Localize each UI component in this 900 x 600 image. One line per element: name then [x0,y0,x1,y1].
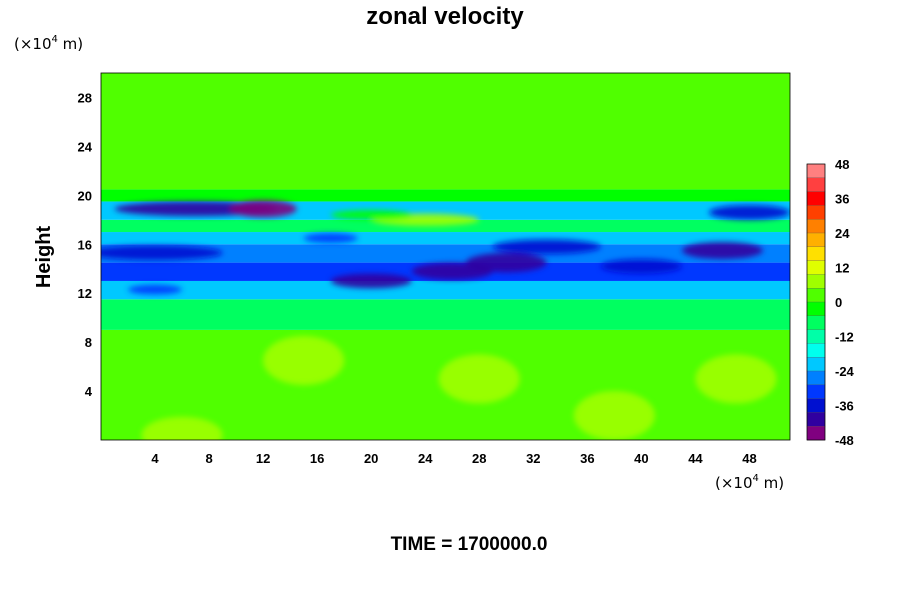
colorbar-swatch-14 [806,232,826,248]
y-tick-8: 8 [85,335,92,350]
field-feature-2 [708,205,790,220]
colorbar-tick-24: 24 [835,226,850,241]
field-feature-13 [263,336,345,385]
field-feature-3 [101,245,223,261]
field-feature-4 [330,273,412,289]
field-band-9 [101,73,790,190]
field-feature-18 [330,210,412,220]
field-band-1 [101,299,790,330]
y-tick-24: 24 [78,139,93,154]
colorbar-swatch-19 [806,163,826,179]
colorbar-frame [806,163,826,441]
y-tick-4: 4 [85,384,93,399]
field-feature-1 [229,200,297,218]
plot-frame [100,72,791,441]
x-tick-16: 16 [310,451,324,466]
field-band-4 [101,244,790,263]
x-tick-8: 8 [205,451,212,466]
chart-title: zonal velocity [366,3,524,30]
colorbar-tick-48: 48 [835,157,849,172]
y-tick-12: 12 [78,286,92,301]
x-tick-36: 36 [580,451,594,466]
colorbar-swatch-15 [806,219,826,234]
colorbar-swatch-2 [806,398,826,413]
colorbar-swatch-10 [806,288,826,303]
colorbar-swatch-12 [806,260,826,275]
colorbar-swatch-13 [806,246,826,262]
colorbar-swatch-6 [806,343,826,358]
colorbar-swatch-17 [806,191,826,206]
x-tick-4: 4 [151,451,159,466]
field-feature-14 [438,354,520,404]
field-feature-10 [303,233,358,244]
field-band-8 [101,189,790,202]
field-feature-6 [465,252,547,273]
field-feature-11 [128,284,183,295]
field-band-6 [101,219,790,233]
x-tick-32: 32 [526,451,540,466]
colorbar-swatch-16 [806,205,826,220]
colorbar-tick--12: -12 [835,330,854,345]
colorbar-tick--36: -36 [835,399,854,414]
colorbar-swatch-5 [806,357,826,372]
colorbar-tick--48: -48 [835,433,854,448]
y-tick-16: 16 [78,237,92,252]
colorbar-tick-12: 12 [835,261,849,276]
x-tick-labels: 4 8 12 16 20 24 28 32 36 40 44 48 [151,451,756,466]
colorbar-swatch-9 [806,301,826,317]
x-tick-20: 20 [364,451,378,466]
y-axis-label: Height [33,226,55,289]
plot-area [101,73,790,440]
colorbar-tick-labels: 48 36 24 12 0 -12 -24 -36 -48 [835,157,855,448]
field-band-2 [101,280,790,300]
field-bands [101,73,790,440]
y-tick-28: 28 [78,90,92,105]
colorbar-swatch-7 [806,329,826,344]
field-feature-8 [600,258,682,274]
colorbar-swatch-11 [806,274,826,289]
x-tick-40: 40 [634,451,648,466]
field-features [101,200,790,440]
colorbar-swatch-1 [806,412,826,427]
field-band-5 [101,232,790,245]
x-tick-28: 28 [472,451,486,466]
y-tick-labels: 4 8 12 16 20 24 28 [78,90,93,399]
colorbar-swatch-18 [806,177,826,193]
colorbar-swatch-4 [806,370,826,386]
x-tick-12: 12 [256,451,270,466]
x-tick-24: 24 [418,451,433,466]
field-feature-15 [695,354,777,404]
field-feature-16 [573,391,655,440]
x-tick-44: 44 [688,451,703,466]
y-axis-unit: (×104 m) [14,34,83,53]
x-axis-unit: (×104 m) [715,473,784,492]
field-feature-9 [681,241,763,259]
colorbar-swatch-0 [806,426,826,441]
x-tick-48: 48 [742,451,756,466]
field-feature-7 [492,239,601,255]
colorbar-tick--24: -24 [835,364,855,379]
colorbar-tick-36: 36 [835,192,849,207]
colorbar-swatch-3 [806,384,826,400]
colorbar-tick-0: 0 [835,295,842,310]
field-feature-12 [141,416,223,440]
colorbar-swatch-8 [806,315,826,331]
y-tick-20: 20 [78,188,92,203]
time-label: TIME = 1700000.0 [391,534,548,555]
colorbar [806,163,826,441]
